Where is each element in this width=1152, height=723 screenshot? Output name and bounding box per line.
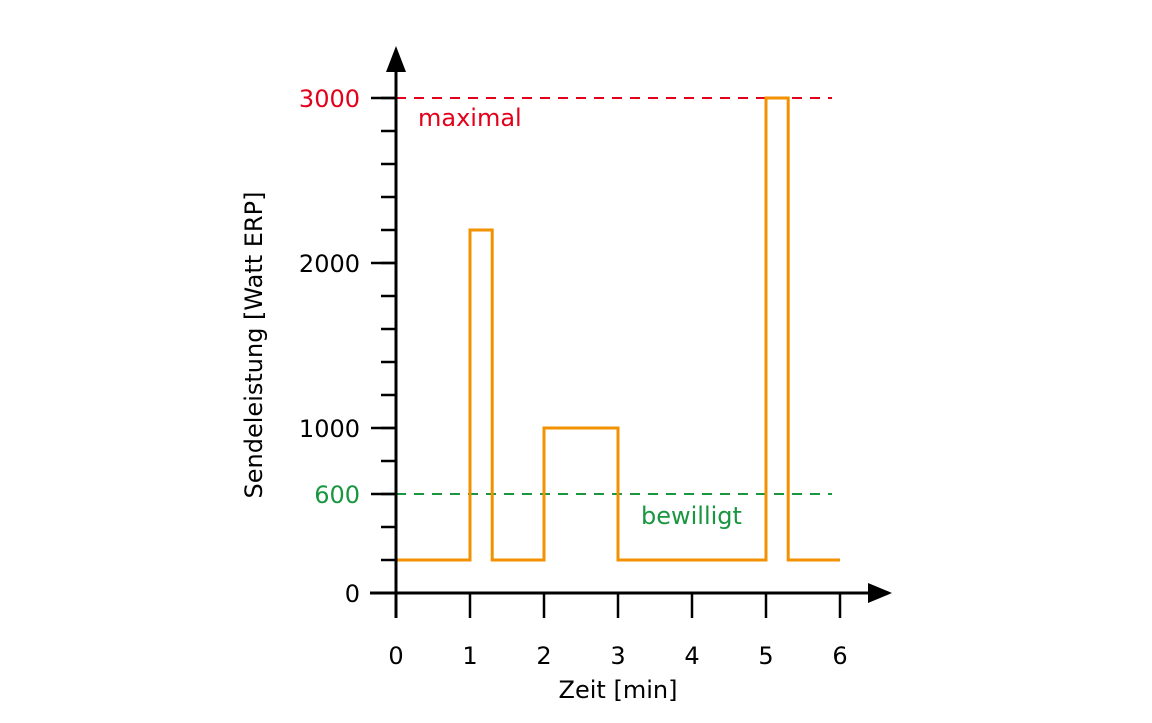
x-tick-label: 6 <box>832 642 847 670</box>
x-axis-label: Zeit [min] <box>559 676 678 704</box>
series-line-0 <box>396 96 840 562</box>
y-tick-label: 1000 <box>299 415 360 443</box>
y-axis-arrow <box>386 46 406 72</box>
x-tick-label: 5 <box>758 642 773 670</box>
reference-label-bewilligt: bewilligt <box>641 502 742 530</box>
x-axis-arrow <box>868 583 892 603</box>
y-tick-label: 0 <box>345 580 360 608</box>
y-axis-label: Sendeleistung [Watt ERP] <box>240 192 268 499</box>
x-tick-label: 1 <box>462 642 477 670</box>
x-tick-label: 4 <box>684 642 699 670</box>
x-tick-label: 3 <box>610 642 625 670</box>
y-tick-label: 3000 <box>299 85 360 113</box>
x-tick-label: 2 <box>536 642 551 670</box>
y-tick-label: 2000 <box>299 250 360 278</box>
reference-label-maximal: maximal <box>418 104 522 132</box>
y-tick-label: 600 <box>314 481 360 509</box>
x-tick-label: 0 <box>388 642 403 670</box>
